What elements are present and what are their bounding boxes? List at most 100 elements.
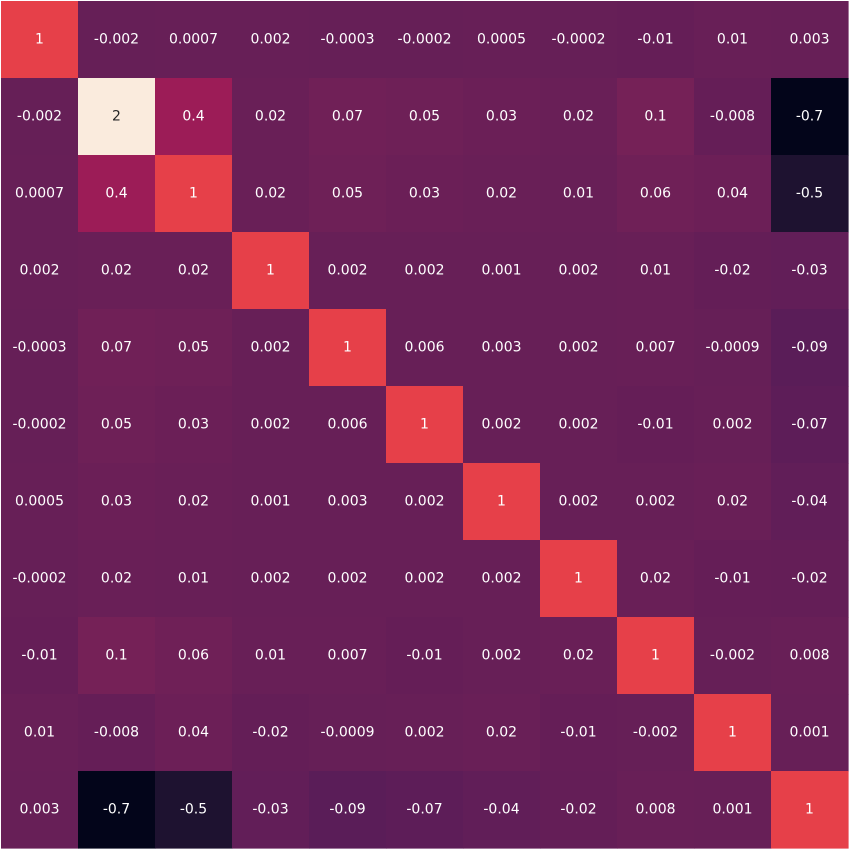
- heatmap-cell-label-r10-c2: -0.5: [180, 802, 207, 818]
- heatmap-cell-r8-c6: [463, 617, 541, 695]
- heatmap-cell-r7-c1: [78, 540, 156, 618]
- heatmap-cell-r10-c4: [309, 771, 387, 849]
- heatmap-cell-label-r3-c0: 0.002: [19, 263, 59, 279]
- heatmap-cell-label-r10-c3: -0.03: [252, 802, 288, 818]
- heatmap-cell-label-r10-c8: 0.008: [635, 802, 675, 818]
- heatmap-cell-label-r1-c0: -0.002: [17, 109, 62, 125]
- heatmap-cell-label-r0-c1: -0.002: [94, 32, 139, 48]
- heatmap-cell-label-r6-c2: 0.02: [178, 494, 209, 510]
- heatmap-cell-label-r4-c10: -0.09: [791, 340, 827, 356]
- heatmap-cell-label-r9-c10: 0.001: [789, 725, 829, 741]
- heatmap-cell-label-r8-c9: -0.002: [710, 648, 755, 664]
- heatmap-cell-r8-c5: [386, 617, 464, 695]
- heatmap-cell-r4-c7: [540, 309, 618, 387]
- heatmap-cell-label-r6-c5: 0.002: [404, 494, 444, 510]
- heatmap-cell-label-r2-c6: 0.02: [486, 186, 517, 202]
- heatmap-cell-r6-c3: [232, 463, 310, 541]
- heatmap-cell-r1-c4: [309, 78, 387, 156]
- heatmap-cell-label-r6-c9: 0.02: [717, 494, 748, 510]
- heatmap-cell-r3-c3: [232, 232, 310, 310]
- heatmap-cell-label-r3-c7: 0.002: [558, 263, 598, 279]
- heatmap-cell-r8-c7: [540, 617, 618, 695]
- heatmap-cell-r6-c7: [540, 463, 618, 541]
- heatmap-cell-label-r9-c0: 0.01: [24, 725, 55, 741]
- heatmap-cell-label-r5-c7: 0.002: [558, 417, 598, 433]
- heatmap-cell-r6-c4: [309, 463, 387, 541]
- heatmap-cell-label-r7-c1: 0.02: [101, 571, 132, 587]
- heatmap-cell-r4-c5: [386, 309, 464, 387]
- heatmap-cell-r2-c4: [309, 155, 387, 233]
- heatmap-cell-label-r3-c9: -0.02: [714, 263, 750, 279]
- heatmap-cell-label-r2-c5: 0.03: [409, 186, 440, 202]
- heatmap-cell-label-r0-c10: 0.003: [789, 32, 829, 48]
- heatmap-cell-label-r2-c4: 0.05: [332, 186, 363, 202]
- heatmap-cell-label-r8-c4: 0.007: [327, 648, 367, 664]
- heatmap-cell-label-r1-c3: 0.02: [255, 109, 286, 125]
- heatmap-cell-label-r0-c2: 0.0007: [169, 32, 218, 48]
- heatmap-cell-r5-c6: [463, 386, 541, 464]
- heatmap-cell-r2-c8: [617, 155, 695, 233]
- heatmap-cell-label-r1-c6: 0.03: [486, 109, 517, 125]
- heatmap-cell-label-r1-c10: -0.7: [796, 109, 823, 125]
- heatmap-cell-label-r0-c0: 1: [35, 32, 44, 48]
- heatmap-cell-r3-c6: [463, 232, 541, 310]
- heatmap-cell-label-r3-c1: 0.02: [101, 263, 132, 279]
- heatmap-cell-label-r8-c0: -0.01: [21, 648, 57, 664]
- heatmap-cell-r10-c7: [540, 771, 618, 849]
- heatmap-cell-label-r3-c6: 0.001: [481, 263, 521, 279]
- heatmap-cell-label-r6-c7: 0.002: [558, 494, 598, 510]
- heatmap-cell-label-r1-c7: 0.02: [563, 109, 594, 125]
- heatmap-cell-r3-c1: [78, 232, 156, 310]
- heatmap-cell-r3-c4: [309, 232, 387, 310]
- heatmap-cell-r10-c1: [78, 771, 156, 849]
- heatmap-cell-r9-c0: [1, 694, 79, 772]
- heatmap-cell-label-r10-c9: 0.001: [712, 802, 752, 818]
- heatmap-cell-r2-c6: [463, 155, 541, 233]
- heatmap-cell-label-r4-c9: -0.0009: [705, 340, 759, 356]
- heatmap-cell-label-r7-c9: -0.01: [714, 571, 750, 587]
- heatmap-cell-label-r2-c3: 0.02: [255, 186, 286, 202]
- heatmap-cell-label-r10-c1: -0.7: [103, 802, 130, 818]
- heatmap-cell-r3-c5: [386, 232, 464, 310]
- heatmap-cell-r0-c6: [463, 1, 541, 79]
- heatmap-cell-r10-c8: [617, 771, 695, 849]
- heatmap-cell-label-r9-c2: 0.04: [178, 725, 209, 741]
- heatmap-cell-label-r5-c4: 0.006: [327, 417, 367, 433]
- heatmap-cell-r8-c10: [771, 617, 849, 695]
- heatmap-cell-r8-c8: [617, 617, 695, 695]
- heatmap-cell-r9-c7: [540, 694, 618, 772]
- heatmap-cell-label-r3-c10: -0.03: [791, 263, 827, 279]
- heatmap-cell-label-r5-c3: 0.002: [250, 417, 290, 433]
- heatmap-cell-label-r6-c6: 1: [497, 494, 506, 510]
- heatmap-cell-r7-c10: [771, 540, 849, 618]
- heatmap-cell-label-r9-c5: 0.002: [404, 725, 444, 741]
- heatmap-cell-r6-c5: [386, 463, 464, 541]
- heatmap-cell-label-r9-c7: -0.01: [560, 725, 596, 741]
- heatmap-cell-label-r3-c5: 0.002: [404, 263, 444, 279]
- heatmap-cell-r10-c3: [232, 771, 310, 849]
- heatmap-cell-label-r1-c5: 0.05: [409, 109, 440, 125]
- heatmap-cell-r6-c1: [78, 463, 156, 541]
- heatmap-cell-r8-c4: [309, 617, 387, 695]
- heatmap-cell-label-r6-c8: 0.002: [635, 494, 675, 510]
- heatmap-cell-r4-c9: [694, 309, 772, 387]
- heatmap-cell-r2-c10: [771, 155, 849, 233]
- heatmap-cell-r1-c1: [78, 78, 156, 156]
- heatmap-cell-r7-c0: [1, 540, 79, 618]
- heatmap-cell-label-r10-c4: -0.09: [329, 802, 365, 818]
- heatmap-cell-label-r2-c10: -0.5: [796, 186, 823, 202]
- heatmap-cell-label-r7-c2: 0.01: [178, 571, 209, 587]
- heatmap-cell-r10-c9: [694, 771, 772, 849]
- heatmap-cell-r1-c0: [1, 78, 79, 156]
- heatmap-cell-r4-c3: [232, 309, 310, 387]
- heatmap-cell-label-r5-c9: 0.002: [712, 417, 752, 433]
- heatmap-cell-r9-c2: [155, 694, 233, 772]
- heatmap-cell-r7-c5: [386, 540, 464, 618]
- heatmap-cell-label-r8-c2: 0.06: [178, 648, 209, 664]
- heatmap-cell-label-r8-c6: 0.002: [481, 648, 521, 664]
- heatmap-cell-label-r4-c6: 0.003: [481, 340, 521, 356]
- heatmap-cell-r10-c5: [386, 771, 464, 849]
- heatmap-cell-label-r5-c10: -0.07: [791, 417, 827, 433]
- heatmap-cell-label-r1-c9: -0.008: [710, 109, 755, 125]
- heatmap-cell-r9-c9: [694, 694, 772, 772]
